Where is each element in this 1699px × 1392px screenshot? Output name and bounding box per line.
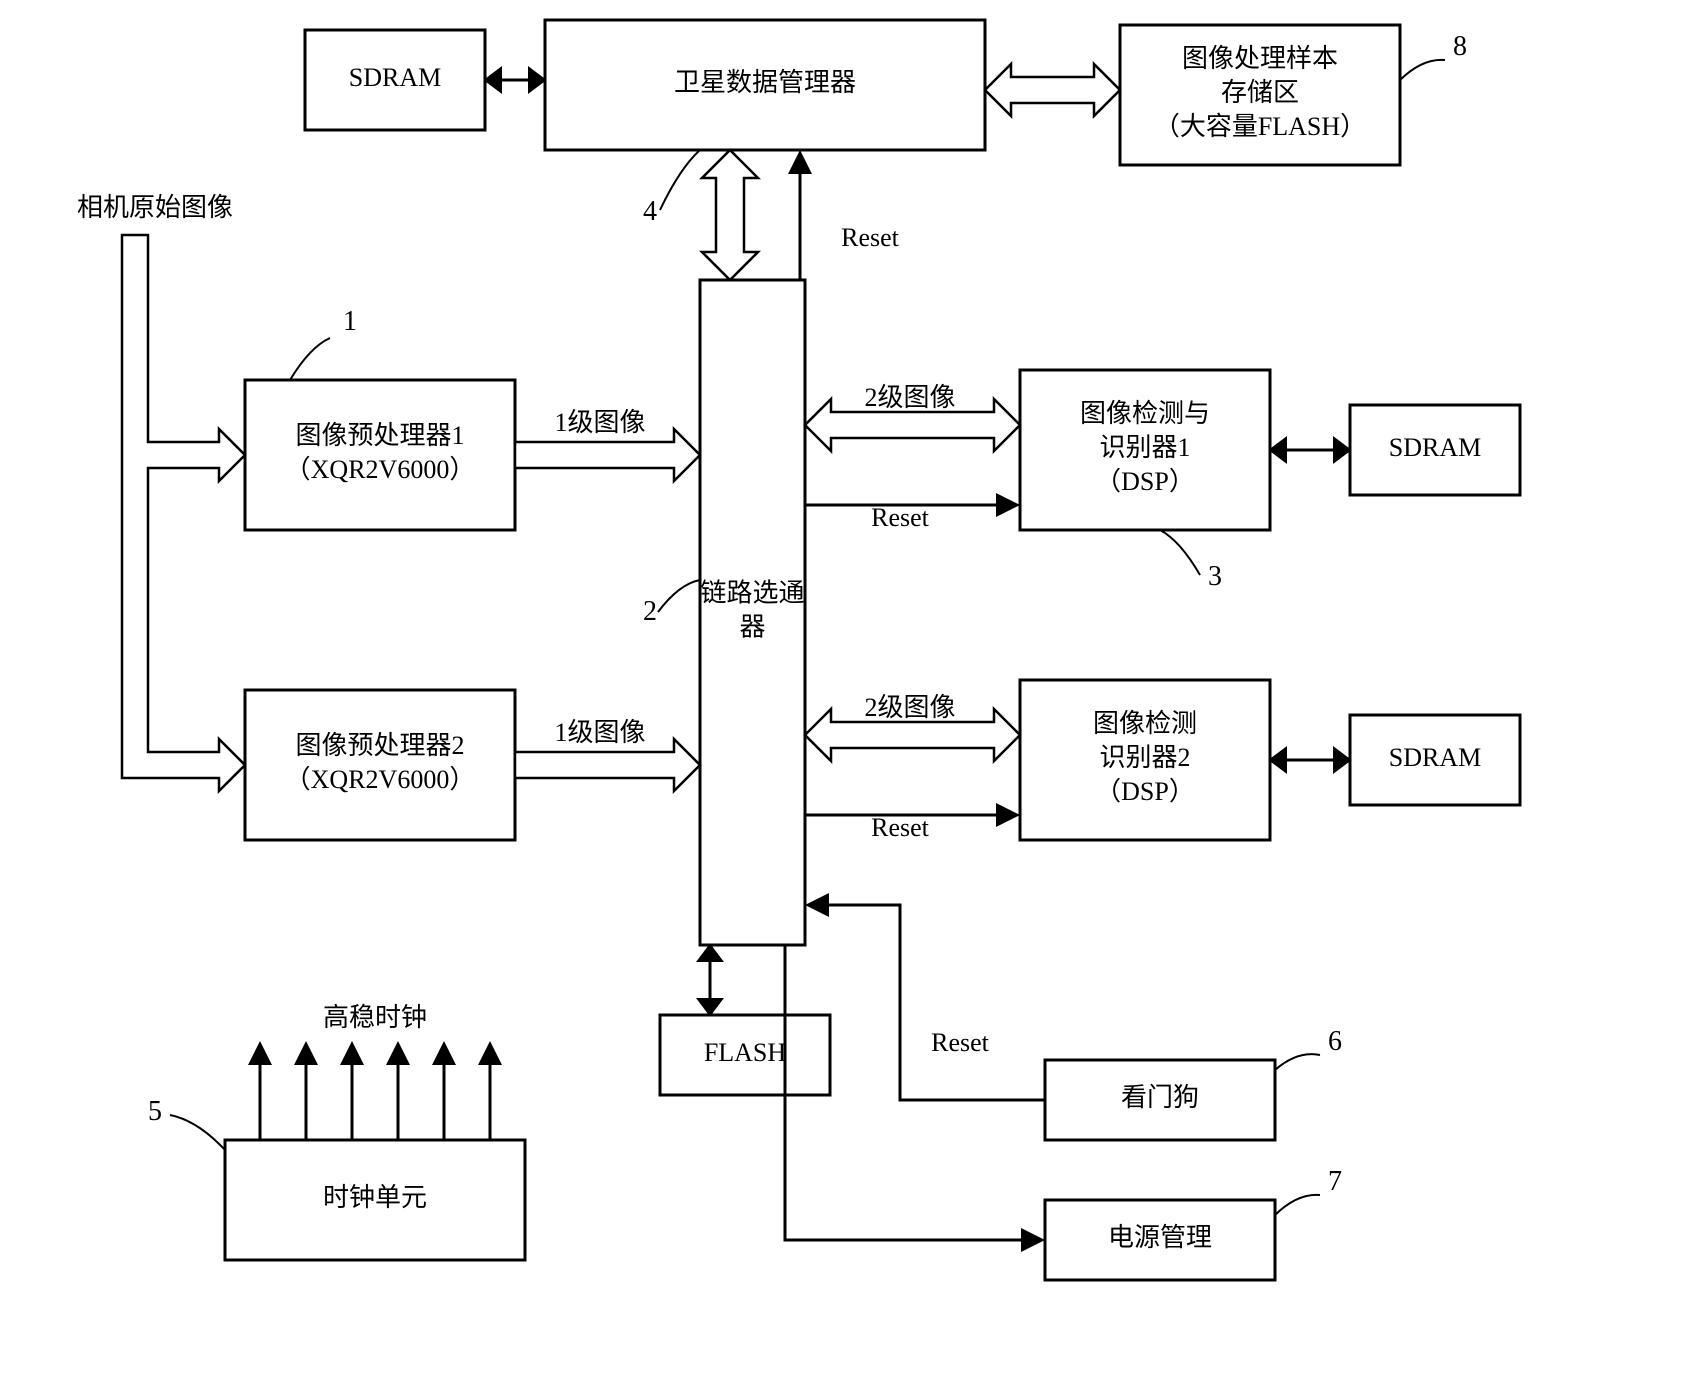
ref-8: 8 (1453, 31, 1467, 62)
ref-6: 6 (1328, 1026, 1342, 1057)
label-camera-raw: 相机原始图像 (77, 193, 233, 222)
arrow-sdramtop-satmgr-head-l (485, 68, 501, 92)
detect1-label-2: （DSP） (1095, 467, 1195, 496)
ref-7: 7 (1328, 1166, 1342, 1197)
ref-leader-5 (170, 1115, 225, 1150)
label-l2-1: 2级图像 (864, 383, 955, 412)
power_mgmt-label-0: 电源管理 (1108, 1223, 1212, 1252)
flash-label-0: FLASH (704, 1038, 787, 1067)
preproc1-label-0: 图像预处理器1 (295, 421, 464, 450)
label-reset-1: Reset (871, 503, 930, 532)
label-reset-top: Reset (841, 223, 900, 252)
preproc1-label-1: （XQR2V6000） (285, 455, 476, 484)
ref-leader-7 (1275, 1195, 1320, 1215)
preproc2-label-1: （XQR2V6000） (285, 765, 476, 794)
ref-5: 5 (148, 1096, 162, 1127)
detect2-label-0: 图像检测 (1093, 709, 1197, 738)
ref-leader-2 (658, 580, 700, 612)
arrow-det1-sdram-head-l (1270, 438, 1286, 462)
link_sel-label-1: 器 (739, 612, 765, 641)
img_store-label-0: 图像处理样本 (1182, 44, 1338, 73)
clock_unit-label-0: 时钟单元 (323, 1183, 427, 1212)
arrow-det2-sdram-head-l (1270, 748, 1286, 772)
watchdog-label-0: 看门狗 (1121, 1083, 1199, 1112)
detect2-label-2: （DSP） (1095, 777, 1195, 806)
arrow-det1-sdram-head-r (1334, 438, 1350, 462)
detect2-label-1: 识别器2 (1099, 743, 1190, 772)
link_sel-label-0: 链路选通 (700, 578, 804, 607)
label-l1-1: 1级图像 (554, 408, 645, 437)
sdram_r1-label-0: SDRAM (1389, 433, 1481, 462)
sdram_top-label-0: SDRAM (349, 63, 441, 92)
arrow-sdramtop-satmgr-head-r (529, 68, 545, 92)
img_store-label-1: 存储区 (1221, 78, 1299, 107)
label-reset-wd: Reset (931, 1028, 990, 1057)
label-l1-2: 1级图像 (554, 718, 645, 747)
arrow-satmgr-imgstore (985, 64, 1120, 116)
ref-leader-4 (660, 150, 700, 210)
ref-1: 1 (343, 306, 357, 337)
ref-leader-1 (290, 338, 330, 380)
preproc2-label-0: 图像预处理器2 (295, 731, 464, 760)
sdram_r2-label-0: SDRAM (1389, 743, 1481, 772)
sat_data_mgr-label-0: 卫星数据管理器 (674, 68, 856, 97)
arrow-det2-sdram-head-r (1334, 748, 1350, 772)
ref-4: 4 (643, 196, 657, 227)
ref-leader-6 (1275, 1054, 1320, 1070)
arrow-satmgr-linksel (702, 150, 758, 280)
ref-leader-3 (1160, 530, 1200, 575)
arrow-camera-bus (122, 235, 245, 791)
detect1-label-1: 识别器1 (1099, 433, 1190, 462)
arrow-link-flash-head-b (698, 999, 722, 1015)
ref-3: 3 (1208, 561, 1222, 592)
label-reset-2: Reset (871, 813, 930, 842)
detect1-label-0: 图像检测与 (1080, 399, 1210, 428)
ref-2: 2 (643, 596, 657, 627)
label-high-stable-clock: 高稳时钟 (323, 1003, 427, 1032)
label-l2-2: 2级图像 (864, 693, 955, 722)
arrow-link-flash-head-t (698, 945, 722, 961)
ref-leader-8 (1400, 60, 1445, 80)
img_store-label-2: （大容量FLASH） (1154, 112, 1366, 141)
arrow-watchdog-link (809, 905, 1045, 1100)
